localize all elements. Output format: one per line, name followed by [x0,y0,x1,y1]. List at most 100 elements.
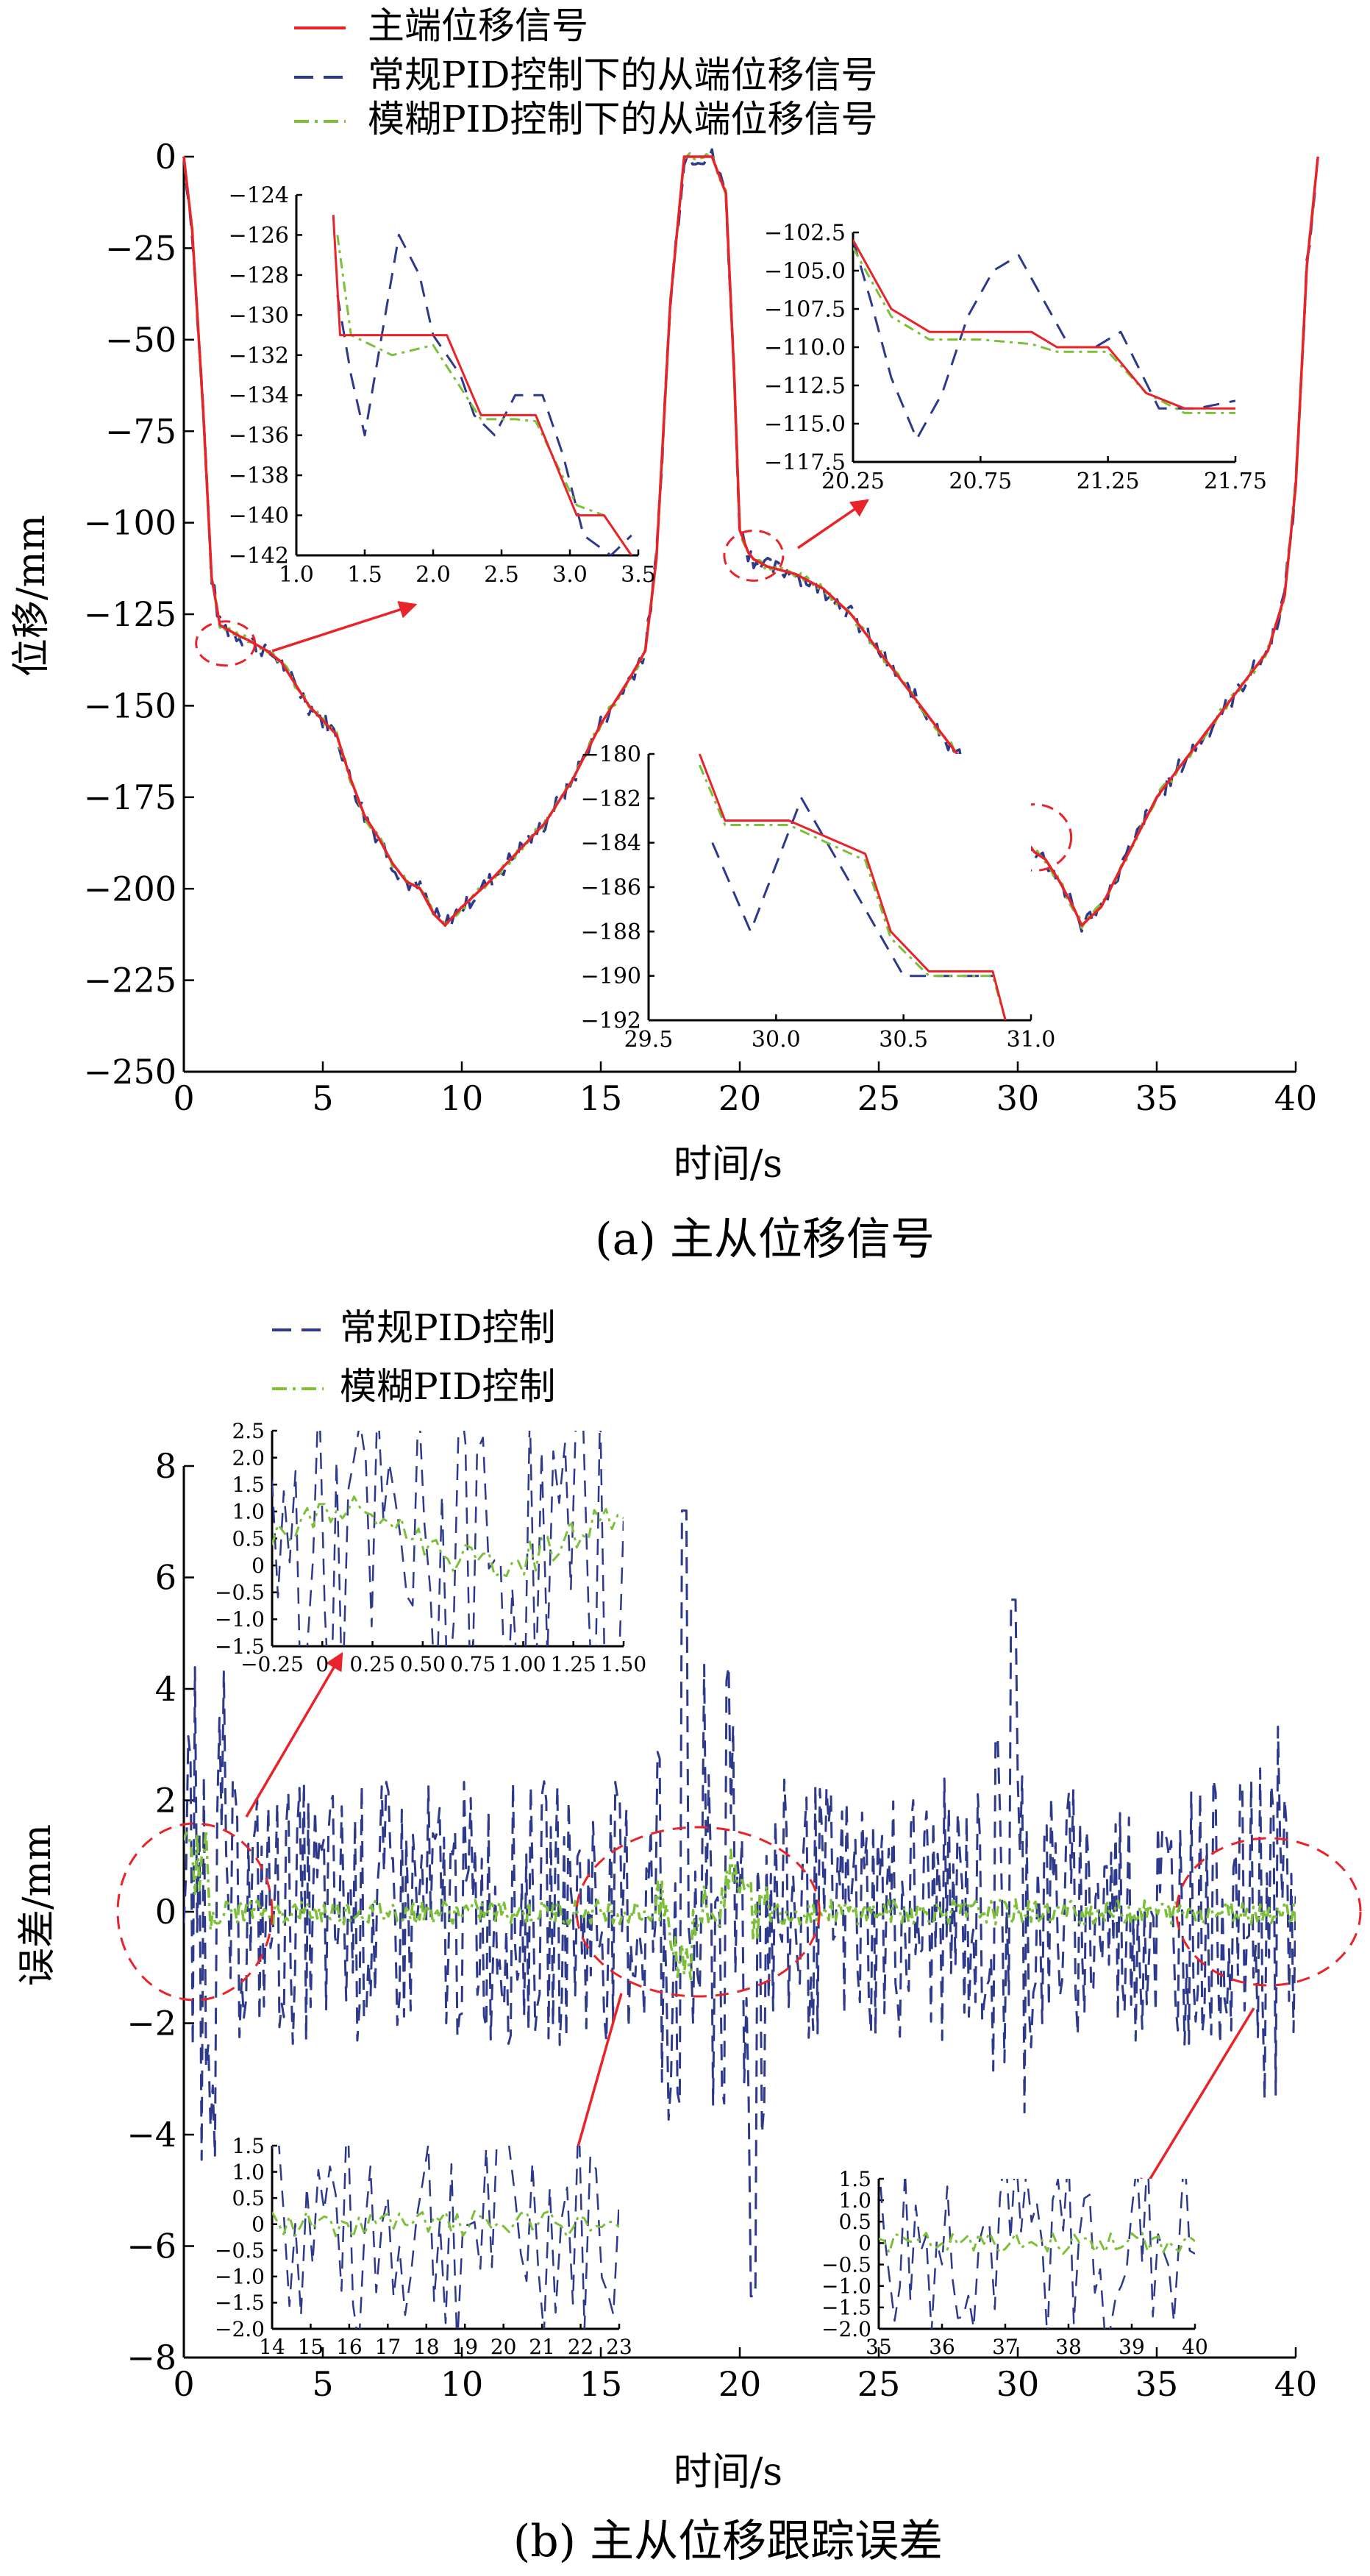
inset-a-3-y-tick-label: −182 [581,786,641,812]
chart-a-x-tick-label: 0 [173,1078,194,1118]
chart-a-x-tick-label: 10 [440,1078,484,1118]
inset-a-2: 20.25 20.75 21.25 21.75 −102.5 −105.0 −107.5 −1… [764,221,1267,495]
inset-a-1-y-tick-label: −140 [229,503,289,529]
series-b [184,1509,1296,2298]
inset-a-1-x-tick-label: 1.0 [279,562,314,588]
inset-b-2-y-tick-label: −0.5 [215,2238,265,2263]
inset-b-3-y-tick-label: −0.5 [821,2252,871,2277]
chart-a-x-tick-label: 20 [718,1078,762,1118]
y-axis-title-a: 位移/mm [10,515,54,677]
inset-a-1-x-tick-label: 3.0 [552,562,588,588]
inset-b-2-x-tick-label: 21 [529,2335,555,2359]
inset-b-2-y-tick-label: 0.5 [232,2186,265,2210]
inset-a-3-background [649,754,1031,1020]
inset-b-2-y-tick-label: 1.5 [232,2134,265,2158]
inset-a-3-y-tick-label: −188 [581,919,641,945]
series-b-fuzzy-line [184,1829,1296,1981]
inset-a-1-y-tick-label: −126 [229,223,289,249]
inset-b-1-fuzzy-line [272,1495,624,1578]
inset-b-3-x-tick-label: 38 [1055,2335,1082,2359]
inset-a-1-x-tick-label: 1.5 [347,562,382,588]
inset-a-3-y-tick-label: −186 [581,875,641,901]
inset-a-3-line-2 [698,764,1007,1020]
annotation-b-circle-1 [116,1822,274,2002]
inset-b-3-x-tick-label: 36 [929,2335,955,2359]
inset-a-1-line-2 [336,235,632,555]
inset-a-2-y-tick-label: −117.5 [764,450,846,476]
inset-a-3-y-tick-label: −190 [581,964,641,989]
inset-b-3-x-tick-label: 35 [866,2335,892,2359]
inset-b-2-x-tick-label: 19 [452,2335,478,2359]
annotation-a-arrow-1 [271,601,418,652]
inset-b-1-y-tick-label: 2.0 [232,1445,265,1470]
chart-b-y-tick-label: −2 [126,2004,176,2043]
inset-b-1-x-tick-label: 1.50 [601,1652,646,1676]
x-axis-title-b: 时间/s [674,2450,782,2494]
inset-a-1-x-tick-label: 2.0 [415,562,451,588]
inset-b-2-y-tick-label: −2.0 [215,2317,265,2341]
inset-b-2-x-tick-label: 16 [336,2335,363,2359]
chart-b-x-tick-label: 10 [440,2364,484,2404]
inset-b-2: 14 15 16 17 18 19 20 21 22 23 1.51.00.5 0−0.5−1.0−1… [215,2134,632,2359]
inset-a-2-line-2 [853,247,1235,414]
inset-b-2-x-tick-label: 17 [375,2335,402,2359]
inset-b-1-y-tick-label: 0 [251,1554,265,1578]
chart-a-y-tick-label: −50 [105,320,176,360]
chart-b-x-tick-label: 15 [579,2364,623,2404]
series-b-lines [184,1509,1296,2298]
inset-b-2-x-tick-label: 15 [298,2335,324,2359]
chart-b-x-tick-label: 40 [1274,2364,1318,2404]
inset-a-1-y-tick-label: −138 [229,463,289,489]
chart-a-y-tick-label: −250 [84,1052,176,1092]
inset-a-1-line-1 [336,233,632,555]
chart-a-x-tick-label: 25 [857,1078,901,1118]
inset-b-1-x-tick-label: 0.50 [400,1652,446,1676]
annotation-a-arrow-2 [797,499,870,549]
inset-a-2-x-tick-label: 21.25 [1077,469,1140,494]
inset-a-1-y-tick-label: −142 [229,544,289,569]
chart-b-y-tick-label: −6 [126,2227,176,2266]
legend-b-fuzzy-label: 模糊PID控制 [340,1365,555,1408]
legend-b-conventional-label: 常规PID控制 [340,1306,555,1349]
inset-b-2-x-tick-label: 22 [568,2335,594,2359]
annotation-a-circle-1 [195,620,257,667]
inset-a-3-y-tick-label: −184 [581,830,641,856]
chart-a-y-tick-label: −125 [84,594,176,634]
inset-b-3-x-tick-label: 37 [992,2335,1018,2359]
inset-b-1-x-tick-label: 1.00 [500,1652,546,1676]
inset-b-3-y-tick-label: −1.5 [821,2296,871,2320]
inset-b-2-x-tick-label: 14 [259,2335,285,2359]
annotation-b-arrow-1 [245,1651,343,1818]
inset-b-2-y-tick-label: 0 [251,2213,265,2237]
annotation-b-arrow-3 [1138,2007,1255,2198]
inset-b-3-y-tick-label: 1.5 [838,2167,871,2191]
inset-a-2-y-tick-label: −112.5 [764,374,846,399]
inset-b-1-x-tick-label: 0.25 [349,1652,395,1676]
annotation-b-circle-3 [1175,1837,1362,1987]
inset-b-1-series [272,1431,624,1646]
inset-b-3-y-tick-label: 0 [858,2231,871,2255]
inset-b-3-y-tick-label: −1.0 [821,2274,871,2299]
inset-b-1-y-tick-label: 1.0 [232,1500,265,1524]
legend-a: 主端位移信号 常规PID控制下的从端位移信号 模糊PID控制下的从端位移信号 [294,4,877,140]
inset-a-3-x-tick-label: 29.5 [624,1027,674,1053]
chart-b-x-tick-label: 30 [996,2364,1040,2404]
inset-b-1-y-tick-label: −1.5 [215,1634,265,1659]
inset-b-1-y-tick-label: −1.0 [215,1607,265,1632]
inset-b-1-x-tick-label: 1.25 [551,1652,596,1676]
chart-b-y-tick-label: 0 [155,1892,176,1932]
chart-b-x-tick-label: 25 [857,2364,901,2404]
inset-a-2-y-tick-label: −102.5 [764,221,846,246]
inset-a-2-line-0 [853,239,1235,410]
inset-b-2-x-tick-label: 20 [490,2335,517,2359]
chart-a-x-tick-label: 5 [312,1078,333,1118]
panel-a-displacement-chart: 主端位移信号 常规PID控制下的从端位移信号 模糊PID控制下的从端位移信号 0… [10,4,1319,1265]
chart-b-y-tick-label: −4 [126,2115,176,2155]
chart-a-y-tick-label: −225 [84,961,176,1000]
inset-a-2-x-tick-label: 20.25 [821,469,885,494]
inset-b-2-fuzzy-line [272,2210,619,2238]
inset-a-1-x-tick-label: 3.5 [621,562,656,588]
legend-a-conventional-label: 常规PID控制下的从端位移信号 [368,54,877,96]
inset-a-3-series [698,754,1007,1020]
